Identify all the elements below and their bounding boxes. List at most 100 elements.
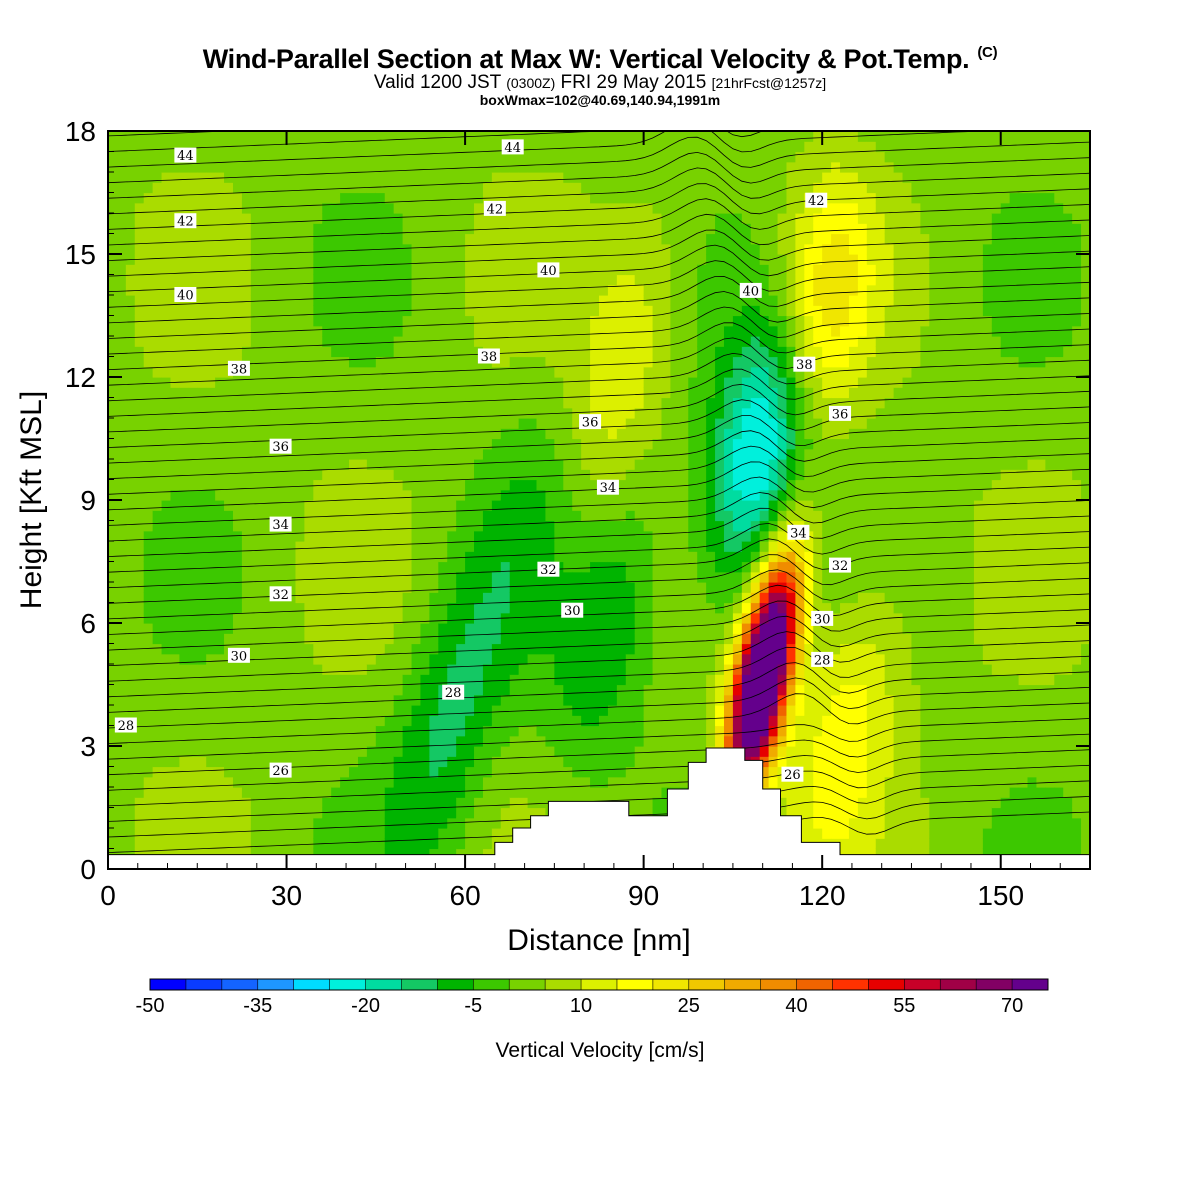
velocity-cell [170,325,181,337]
velocity-cell [313,643,323,655]
velocity-cell [581,653,591,665]
velocity-cell [590,664,600,675]
velocity-cell [679,633,689,645]
velocity-cell [402,243,413,255]
velocity-cell [152,530,163,542]
velocity-cell [599,202,609,214]
velocity-cell [402,684,413,696]
velocity-cell [322,274,332,286]
velocity-cell [456,192,466,204]
velocity-cell [375,828,386,839]
velocity-cell [438,746,448,757]
velocity-cell [661,664,672,675]
velocity-cell [625,366,636,378]
velocity-cell [679,541,689,552]
velocity-cell [134,182,145,194]
velocity-cell [170,510,181,522]
velocity-cell [277,428,288,440]
velocity-cell [143,469,154,481]
velocity-cell [250,274,261,286]
velocity-cell [661,643,672,655]
velocity-cell [161,315,172,327]
velocity-cell [393,612,404,624]
velocity-cell [474,848,484,860]
velocity-cell [313,817,323,829]
velocity-cell [197,653,207,665]
velocity-cell [152,377,163,388]
velocity-cell [108,787,118,798]
velocity-cell [590,213,600,224]
velocity-cell [304,694,314,706]
velocity-cell [670,459,680,470]
velocity-cell [679,520,689,532]
velocity-cell [206,274,216,286]
velocity-cell [607,213,618,224]
velocity-cell [179,356,189,368]
velocity-cell [420,377,430,388]
velocity-cell [402,479,413,491]
velocity-cell [456,541,466,552]
velocity-cell [581,510,591,522]
velocity-cell [143,623,154,634]
velocity-cell [241,520,252,532]
velocity-cell [268,407,279,419]
velocity-cell [563,776,573,788]
velocity-cell [554,295,564,306]
velocity-cell [143,766,154,778]
velocity-cell [616,561,627,573]
velocity-cell [393,448,404,460]
velocity-cell [152,213,163,224]
velocity-cell [259,633,270,645]
velocity-cell [215,428,225,440]
velocity-cell [634,284,645,296]
velocity-cell [108,807,118,819]
velocity-cell [366,766,377,778]
velocity-cell [482,243,493,255]
velocity-cell [215,233,225,245]
velocity-cell [224,264,234,276]
velocity-cell [232,325,243,337]
velocity-cell [581,377,591,388]
velocity-cell [366,438,377,450]
velocity-cell [590,510,600,522]
velocity-cell [581,346,591,358]
velocity-cell [607,489,618,501]
velocity-cell [322,418,332,429]
velocity-cell [241,336,252,347]
velocity-cell [491,643,502,655]
velocity-cell [384,561,395,573]
velocity-cell [429,213,439,224]
velocity-cell [572,561,582,573]
velocity-cell [572,254,582,265]
velocity-cell [232,418,243,429]
velocity-cell [179,643,189,655]
velocity-cell [456,202,466,214]
velocity-cell [277,459,288,470]
velocity-cell [572,305,582,317]
velocity-cell [366,479,377,491]
velocity-cell [411,582,422,593]
velocity-cell [536,387,547,399]
velocity-cell [527,592,538,604]
velocity-cell [563,448,573,460]
velocity-cell [313,828,323,839]
velocity-cell [116,448,127,460]
velocity-cell [429,254,439,265]
velocity-cell [384,797,395,809]
velocity-cell [224,151,234,163]
velocity-cell [616,756,627,768]
velocity-cell [152,602,163,614]
velocity-cell [447,223,457,235]
velocity-cell [250,776,261,788]
velocity-cell [465,776,475,788]
velocity-cell [340,479,350,491]
velocity-cell [465,141,475,153]
velocity-cell [259,131,270,142]
velocity-cell [527,694,538,706]
velocity-cell [366,746,377,757]
velocity-cell [152,295,163,306]
velocity-cell [349,397,359,409]
velocity-cell [206,325,216,337]
velocity-cell [509,756,520,768]
velocity-cell [438,787,448,798]
